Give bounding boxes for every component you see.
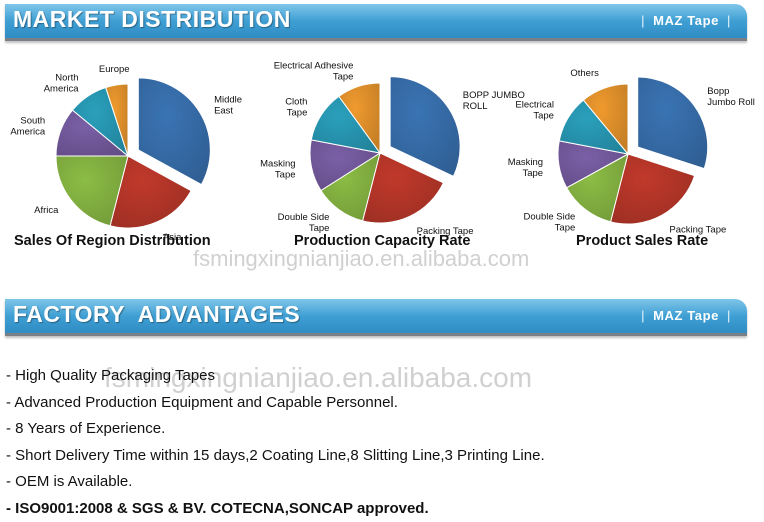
slice-label: Europe [99, 64, 130, 75]
market-brand-text: MAZ Tape [653, 13, 719, 28]
market-brand-label: |MAZ Tape| [633, 13, 739, 28]
advantage-item: - OEM is Available. [6, 469, 545, 496]
production-capacity-title: Production Capacity Rate [294, 233, 470, 249]
advantage-item: - 8 Years of Experience. [6, 416, 545, 443]
market-distribution-title: MARKET DISTRIBUTION [13, 6, 291, 33]
advantage-item-certifications: - ISO9001:2008 & SGS & BV. COTECNA,SONCA… [6, 496, 545, 522]
market-distribution-banner: MARKET DISTRIBUTION |MAZ Tape| [5, 4, 747, 41]
advantage-item: - High Quality Packaging Tapes [6, 363, 545, 390]
product-sales-title: Product Sales Rate [576, 233, 708, 249]
pie-slice [638, 77, 708, 169]
advantages-list: - High Quality Packaging Tapes - Advance… [6, 363, 545, 522]
pie-slice [390, 77, 460, 177]
factory-brand-label: |MAZ Tape| [633, 308, 739, 323]
slice-label: Others [570, 68, 599, 79]
advantage-item: - Advanced Production Equipment and Capa… [6, 390, 545, 417]
advantage-item: - Short Delivery Time within 15 days,2 C… [6, 443, 545, 470]
factory-advantages-title: FACTORY ADVANTAGES [13, 301, 300, 328]
factory-advantages-banner: FACTORY ADVANTAGES |MAZ Tape| [5, 299, 747, 336]
slice-label: Africa [34, 205, 59, 216]
factory-brand-text: MAZ Tape [653, 308, 719, 323]
region-distribution-title: Sales Of Region Distribution [14, 233, 211, 249]
watermark-upper: fsmingxingnianjiao.en.alibaba.com [193, 246, 529, 272]
